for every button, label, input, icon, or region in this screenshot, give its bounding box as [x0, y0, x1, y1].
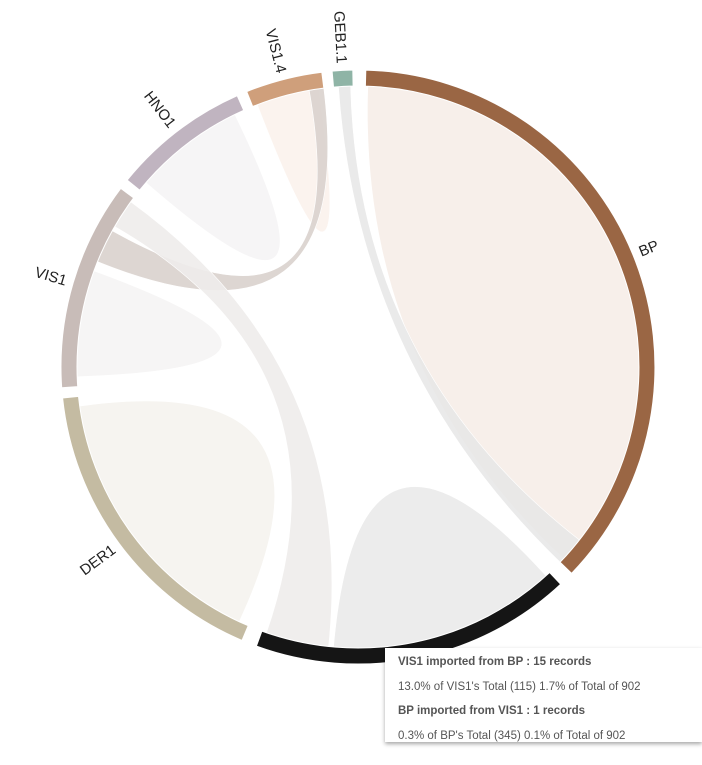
group-arc-vis1[interactable] — [60, 187, 135, 389]
tooltip-import-line: VIS1 imported from BP : 15 records — [398, 656, 592, 668]
group-arc-hno1[interactable] — [126, 95, 245, 191]
group-label-der1: DER1 — [77, 542, 119, 579]
tooltip-import-share: 13.0% of VIS1's Total (115) 1.7% of Tota… — [398, 680, 641, 693]
group-arc-der1[interactable] — [62, 395, 249, 642]
group-arc-bp[interactable] — [364, 69, 656, 575]
group-label-bp: BP — [636, 237, 661, 260]
chord-tooltip: VIS1 imported from BP : 15 records 13.0%… — [385, 648, 702, 742]
group-arc-geb1-1[interactable] — [331, 69, 354, 88]
tooltip-reverse-line: BP imported from VIS1 : 1 records — [398, 705, 586, 717]
group-arc-vis1-4[interactable] — [246, 71, 325, 108]
group-label-vis1-4: VIS1.4 — [262, 27, 290, 75]
group-arc-unlabeled[interactable] — [255, 571, 562, 665]
group-label-geb1-1: GEB1.1 — [330, 11, 350, 64]
chord-ribbons — [76, 85, 640, 649]
group-arcs — [60, 69, 656, 665]
tooltip-reverse-share: 0.3% of BP's Total (345) 0.1% of Total o… — [398, 729, 626, 742]
group-label-vis1: VIS1 — [33, 264, 69, 290]
group-label-hno1: HNO1 — [140, 88, 179, 131]
